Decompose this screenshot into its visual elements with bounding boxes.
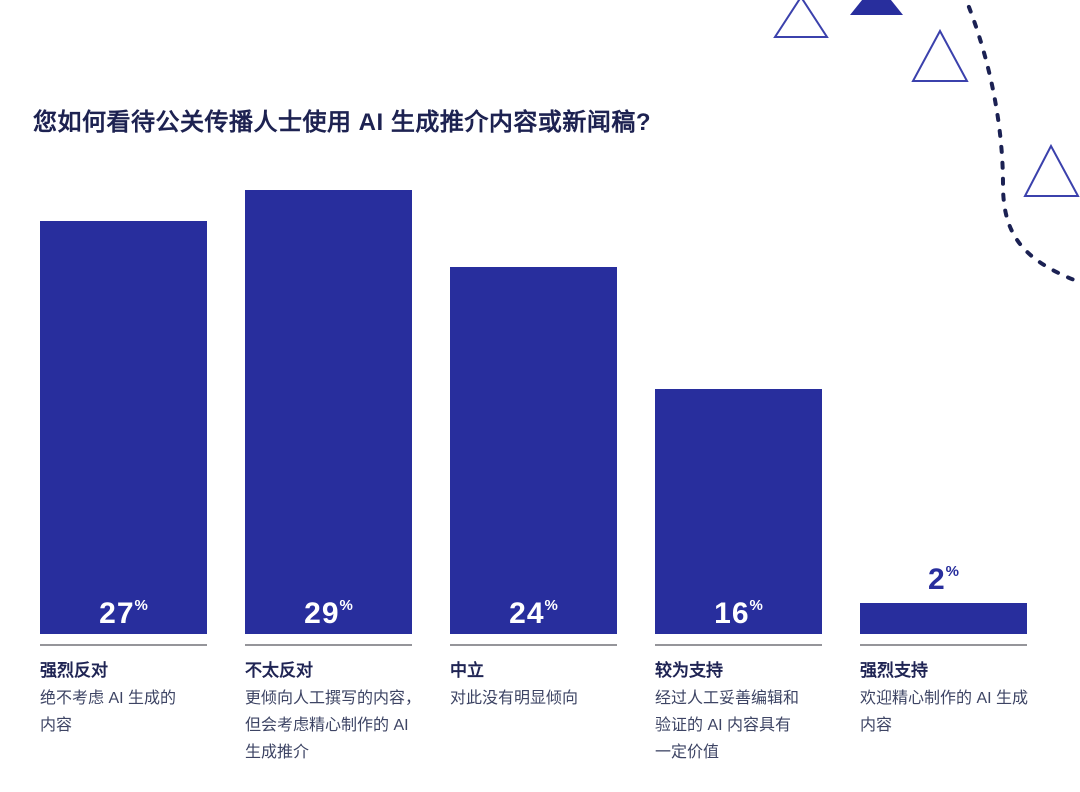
category-label: 强烈反对 xyxy=(40,661,108,680)
bar-column: 24% 中立 对此没有明显倾向 xyxy=(450,190,617,766)
triangle-outline-icon xyxy=(773,0,829,38)
category-label: 强烈支持 xyxy=(860,661,928,680)
bar-column: 27% 强烈反对 绝不考虑 AI 生成的 内容 xyxy=(40,190,207,766)
bar-somewhat-support: 16% xyxy=(655,389,822,634)
triangle-outline-icon xyxy=(1023,143,1080,197)
category-description: 欢迎精心制作的 AI 生成 内容 xyxy=(860,690,1029,734)
category-label: 中立 xyxy=(450,661,484,680)
percent-sign: % xyxy=(339,597,353,614)
bar-value-label: 24% xyxy=(450,597,617,630)
percent-sign: % xyxy=(544,597,558,614)
triangle-outline-icon xyxy=(911,28,969,82)
column-divider xyxy=(655,644,822,646)
category-label: 较为支持 xyxy=(655,661,723,680)
bar-area: 29% xyxy=(245,190,412,634)
bar-area: 24% xyxy=(450,190,617,634)
column-divider xyxy=(450,644,617,646)
percent-sign: % xyxy=(134,597,148,614)
bar-area: 2% xyxy=(860,190,1027,634)
value-number: 29 xyxy=(304,597,340,630)
bar-chart: 27% 强烈反对 绝不考虑 AI 生成的 内容 29% 不太反对 更倾向人工撰写… xyxy=(40,190,1028,766)
bar-column: 2% 强烈支持 欢迎精心制作的 AI 生成 内容 xyxy=(860,190,1028,766)
category-description: 经过人工妥善编辑和 验证的 AI 内容具有 一定价值 xyxy=(655,690,800,761)
bar-value-label: 29% xyxy=(245,597,412,630)
bar-value-label: 16% xyxy=(655,597,822,630)
percent-sign: % xyxy=(945,563,960,580)
bar-strongly-oppose: 27% xyxy=(40,221,207,634)
value-number: 16 xyxy=(714,597,750,630)
decorative-shapes xyxy=(773,0,1080,285)
category-label: 不太反对 xyxy=(245,661,313,680)
column-divider xyxy=(860,644,1027,646)
category-description: 更倾向人工撰写的内容， 但会考虑精心制作的 AI 生成推介 xyxy=(245,690,422,761)
triangle-filled-icon xyxy=(850,0,903,15)
column-divider xyxy=(245,644,412,646)
bar-area: 16% xyxy=(655,190,822,634)
bar-column: 29% 不太反对 更倾向人工撰写的内容， 但会考虑精心制作的 AI 生成推介 xyxy=(245,190,421,766)
bar-value-label: 2% xyxy=(860,563,1027,596)
bar-somewhat-oppose: 29% xyxy=(245,190,412,634)
bar-column: 16% 较为支持 经过人工妥善编辑和 验证的 AI 内容具有 一定价值 xyxy=(655,190,822,766)
dotted-curve-line xyxy=(964,0,1080,285)
chart-title: 您如何看待公关传播人士使用 AI 生成推介内容或新闻稿? xyxy=(33,109,651,136)
value-number: 24 xyxy=(509,597,545,630)
column-divider xyxy=(40,644,207,646)
bar-value-label: 27% xyxy=(40,597,207,630)
bar-area: 27% xyxy=(40,190,207,634)
percent-sign: % xyxy=(749,597,763,614)
value-number: 27 xyxy=(99,597,135,630)
value-number: 2 xyxy=(927,563,946,596)
bar-neutral: 24% xyxy=(450,267,617,634)
category-description: 绝不考虑 AI 生成的 内容 xyxy=(40,690,177,734)
category-description: 对此没有明显倾向 xyxy=(450,690,579,707)
bar-strongly-support: 2% xyxy=(860,564,1027,634)
